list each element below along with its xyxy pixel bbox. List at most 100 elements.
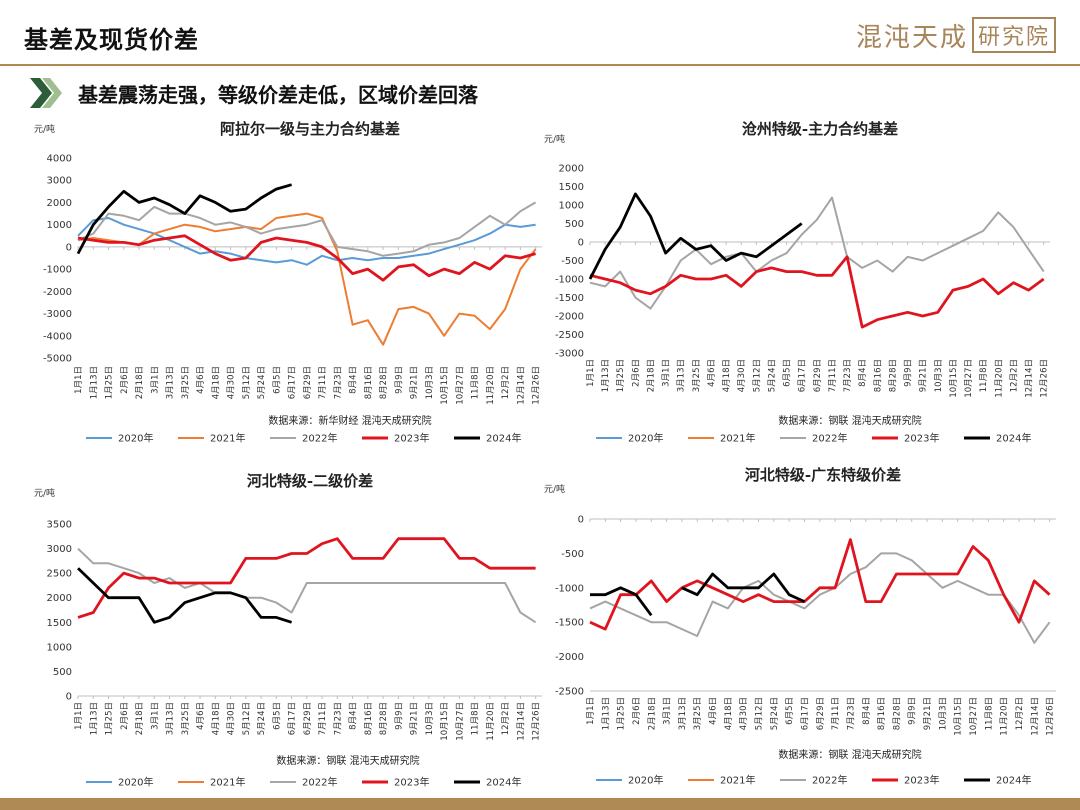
chart-panel-cangzhou-basis: 沧州特级-主力合约基差 元/吨 -3000 -2500 -2000 -1500 -1000 -… xyxy=(540,112,1070,460)
x-tick-label: 8月16日 xyxy=(364,366,374,399)
x-tick-label: 1月25日 xyxy=(617,697,627,730)
legend-label: 2023年 xyxy=(394,432,429,445)
legend-label: 2021年 xyxy=(210,776,245,789)
x-tick-label: 5月24日 xyxy=(770,697,780,730)
x-tick-label: 12月2日 xyxy=(501,366,511,399)
x-tick-label: 8月16日 xyxy=(877,697,887,730)
series-line-2024年 xyxy=(76,183,292,255)
y-tick-label: -2000 xyxy=(555,312,584,323)
legend-label: 2024年 xyxy=(486,776,521,789)
x-tick-label: 6月5日 xyxy=(783,359,793,387)
x-tick-label: 10月3日 xyxy=(425,702,435,735)
legend-label: 2022年 xyxy=(812,432,847,445)
y-tick-label: -2000 xyxy=(43,287,72,298)
x-tick-label: 1月13日 xyxy=(601,697,611,730)
x-tick-label: 12月26日 xyxy=(1040,359,1050,398)
series-line-2022年 xyxy=(77,547,537,624)
x-tick-label: 7月11日 xyxy=(318,366,328,399)
x-tick-label: 11月8日 xyxy=(471,366,481,399)
y-axis-unit: 元/吨 xyxy=(544,483,565,495)
y-tick-label: -1500 xyxy=(555,618,584,629)
x-tick-label: 3月13日 xyxy=(166,702,176,735)
x-tick-label: 12月14日 xyxy=(1030,697,1040,736)
y-tick-label: 1000 xyxy=(47,642,72,653)
x-tick-label: 4月6日 xyxy=(707,359,717,387)
y-tick-label: 3000 xyxy=(47,176,72,187)
legend-label: 2023年 xyxy=(904,432,939,445)
legend-label: 2024年 xyxy=(996,774,1031,787)
x-tick-label: 4月30日 xyxy=(227,366,237,399)
x-tick-label: 5月12日 xyxy=(755,697,765,730)
x-tick-label: 11月20日 xyxy=(994,359,1004,398)
x-tick-label: 6月5日 xyxy=(785,697,795,725)
x-tick-label: 6月29日 xyxy=(813,359,823,392)
series-line-2022年 xyxy=(589,196,1045,310)
legend-label: 2024年 xyxy=(486,432,521,445)
x-tick-label: 10月27日 xyxy=(964,359,974,398)
series-line-2024年 xyxy=(590,572,806,617)
x-tick-label: 6月17日 xyxy=(288,702,298,735)
x-tick-label: 1月25日 xyxy=(105,366,115,399)
x-tick-label: 4月18日 xyxy=(722,359,732,392)
x-tick-label: 4月6日 xyxy=(196,366,206,394)
x-tick-label: 1月13日 xyxy=(601,359,611,392)
x-tick-label: 3月1日 xyxy=(662,359,672,387)
x-tick-label: 9月9日 xyxy=(904,359,914,387)
y-tick-label: -1000 xyxy=(555,583,584,594)
y-tick-label: -500 xyxy=(561,256,584,267)
x-tick-label: 12月14日 xyxy=(516,366,526,405)
x-tick-label: 12月14日 xyxy=(1025,359,1035,398)
x-tick-label: 9月21日 xyxy=(919,359,929,392)
x-tick-label: 7月23日 xyxy=(843,359,853,392)
x-tick-label: 2月6日 xyxy=(631,359,641,387)
x-tick-label: 2月6日 xyxy=(120,366,130,394)
series-line-2023年 xyxy=(77,537,536,619)
chart-title: 阿拉尔一级与主力合约基差 xyxy=(220,120,400,138)
x-tick-label: 5月12日 xyxy=(752,359,762,392)
x-tick-label: 1月25日 xyxy=(105,702,115,735)
x-tick-label: 12月2日 xyxy=(1009,359,1019,392)
y-tick-label: -1000 xyxy=(555,275,584,286)
x-tick-label: 8月4日 xyxy=(349,702,359,730)
y-axis-unit: 元/吨 xyxy=(34,123,55,135)
legend-label: 2023年 xyxy=(394,776,429,789)
x-tick-label: 7月11日 xyxy=(318,702,328,735)
x-tick-label: 1月1日 xyxy=(74,366,84,394)
x-tick-label: 3月1日 xyxy=(150,366,160,394)
subheading: 基差震荡走强，等级价差走低，区域价差回落 xyxy=(30,78,478,108)
y-tick-label: 0 xyxy=(66,242,72,253)
x-tick-label: 8月16日 xyxy=(364,702,374,735)
x-tick-label: 8月28日 xyxy=(379,702,389,735)
x-tick-label: 12月26日 xyxy=(1046,697,1056,736)
x-tick-label: 9月9日 xyxy=(394,366,404,394)
x-tick-label: 7月11日 xyxy=(831,697,841,730)
x-tick-label: 11月8日 xyxy=(471,702,481,735)
x-tick-label: 6月29日 xyxy=(303,702,313,735)
x-tick-label: 8月16日 xyxy=(873,359,883,392)
y-tick-label: -4000 xyxy=(43,331,72,342)
x-tick-label: 11月8日 xyxy=(984,697,994,730)
chart-panel-hebei-guangdong-spread: 河北特级-广东特级价差 元/吨 -2500 -2000 -1500 -1000 -500 0 1… xyxy=(540,462,1070,798)
chart-title: 沧州特级-主力合约基差 xyxy=(742,120,898,138)
x-tick-label: 9月21日 xyxy=(923,697,933,730)
y-tick-label: 2000 xyxy=(47,198,72,209)
header-rule xyxy=(0,64,1080,66)
y-tick-label: -5000 xyxy=(43,354,72,365)
x-tick-label: 1月25日 xyxy=(616,359,626,392)
chart-panel-aral-basis: 阿拉尔一级与主力合约基差 元/吨 -5000 -4000 -3000 -2000 -1000… xyxy=(30,112,550,460)
x-tick-label: 8月4日 xyxy=(862,697,872,725)
x-tick-label: 7月23日 xyxy=(846,697,856,730)
y-tick-label: 1500 xyxy=(47,618,72,629)
x-tick-label: 6月17日 xyxy=(800,697,810,730)
legend-label: 2020年 xyxy=(118,432,153,445)
y-tick-label: -2500 xyxy=(555,330,584,341)
x-tick-label: 8月28日 xyxy=(892,697,902,730)
x-tick-label: 10月15日 xyxy=(440,702,450,741)
y-tick-label: 3500 xyxy=(47,520,72,531)
double-chevron-icon xyxy=(30,78,62,108)
logo-box-text: 研究院 xyxy=(971,17,1056,53)
x-tick-label: 10月15日 xyxy=(440,366,450,405)
x-tick-label: 9月21日 xyxy=(410,366,420,399)
